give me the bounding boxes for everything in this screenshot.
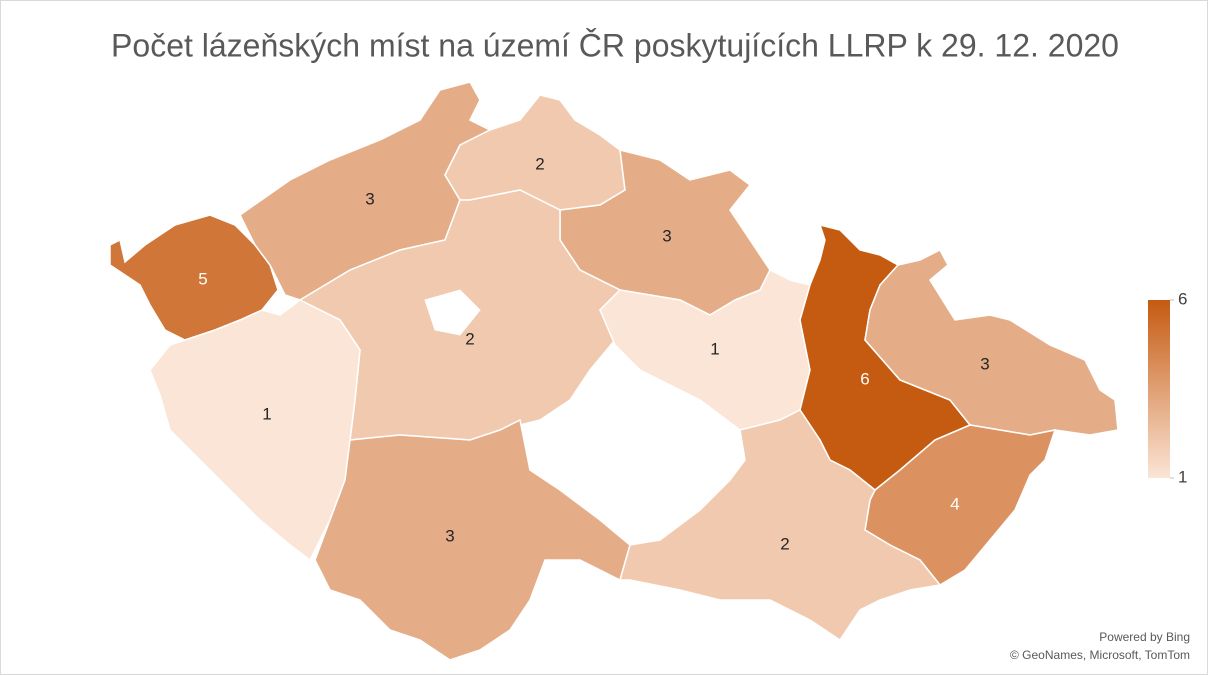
chart-title: Počet lázeňských míst na území ČR poskyt…: [111, 27, 1119, 63]
credit: © GeoNames, Microsoft, TomTom: [1010, 648, 1190, 662]
no-data-area: [424, 289, 481, 336]
region: [149, 299, 361, 562]
region: [619, 409, 942, 642]
credit: Powered by Bing: [1099, 630, 1190, 644]
data-label: 6: [860, 369, 869, 388]
data-label: 1: [710, 339, 719, 358]
data-label: 2: [465, 329, 474, 348]
legend-tick-label: 6: [1178, 289, 1187, 308]
data-label: 3: [980, 354, 989, 373]
legend-bar: [1148, 300, 1170, 478]
region: [314, 418, 631, 661]
data-label: 1: [262, 404, 271, 423]
region: [864, 249, 1119, 436]
data-label: 2: [780, 534, 789, 553]
data-label: 3: [445, 526, 454, 545]
region: [109, 214, 279, 341]
data-label: 3: [365, 189, 374, 208]
data-label: 4: [950, 494, 959, 513]
data-label: 2: [535, 154, 544, 173]
data-label: 5: [198, 269, 207, 288]
data-label: 3: [662, 226, 671, 245]
legend-tick-label: 1: [1178, 467, 1187, 486]
